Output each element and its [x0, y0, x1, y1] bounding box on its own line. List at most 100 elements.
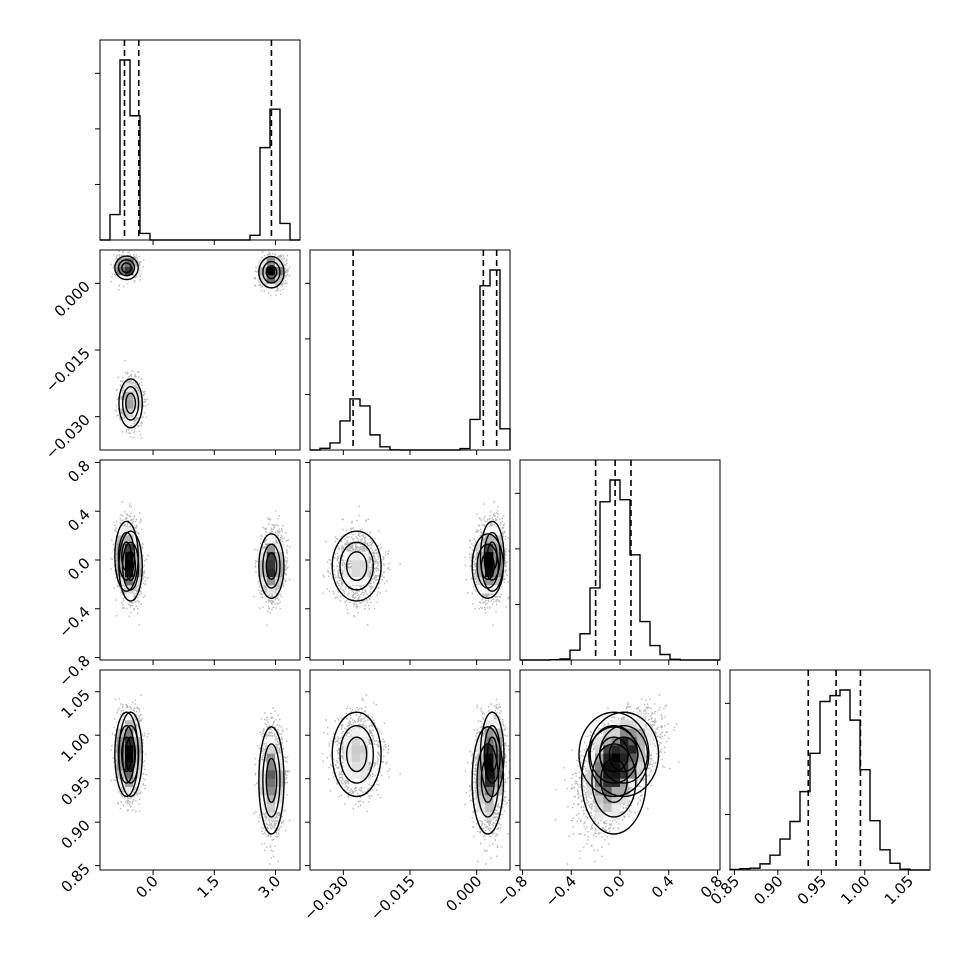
panel-2-1-density-cell — [351, 551, 361, 561]
panel-3-2-density-cell — [636, 761, 646, 771]
panel-3-0-density-cell — [258, 761, 267, 771]
panel-3-2-density-cell — [645, 728, 654, 737]
panel-2-0-density-cell — [266, 585, 276, 594]
panel-3-1-density-cell — [485, 753, 494, 762]
panel-3-0-density-cell — [125, 770, 134, 779]
y-tick-label-1-1: −0.015 — [42, 344, 94, 396]
x-tick-label-2-3: 0.4 — [648, 872, 678, 902]
panel-3-2-density-cell — [636, 736, 646, 746]
panel-1-0-density-cell — [133, 400, 142, 409]
x-tick-label-3-4: 1.05 — [881, 872, 917, 908]
panel-3-2-density-cell — [645, 736, 654, 746]
panel-1-0-density-cell — [125, 416, 134, 426]
panel-2-0-contour-1-2 — [125, 551, 137, 582]
panel-3-2-density-cell — [611, 770, 621, 779]
panel-2-1-density-cell — [343, 576, 352, 586]
panel-2-0-contour-1-0 — [118, 530, 143, 602]
panel-3-2-density-cell — [636, 728, 646, 737]
x-tick-label-0-0: 0.0 — [132, 872, 162, 902]
panel-3-3-background — [730, 670, 930, 870]
panel-3-0-density-cell — [266, 778, 276, 787]
panel-1-0-density-cell — [125, 266, 134, 276]
panel-frames — [95, 39, 931, 875]
panel-2-0-density-cell — [275, 543, 284, 552]
panel-3-2-density-cell — [636, 720, 646, 729]
panel-3-1-density-cell — [476, 795, 486, 804]
panel-3-2-density-cell — [586, 761, 596, 771]
panel-3-2-density-cell — [611, 736, 621, 746]
panel-3-2-density-cell — [586, 778, 596, 787]
panel-2-1-density-cell — [485, 526, 494, 536]
panel-3-0-density-cell — [266, 745, 276, 754]
panel-3-2-density-cell — [628, 720, 637, 729]
panel-3-0-density-cell — [266, 753, 276, 762]
y-tick-label-2-0: −0.8 — [55, 652, 93, 690]
panel-3-1-density-cell — [343, 753, 352, 762]
panel-2-1-density-cell — [476, 568, 486, 577]
panel-3-1-density-cell — [476, 811, 486, 821]
panel-3-2-density-cell — [595, 795, 604, 804]
panel-3-1-density-cell — [351, 745, 361, 754]
panel-2-1-density-cell — [485, 560, 494, 569]
panel-3-2-density-cell — [611, 795, 621, 804]
panel-3-2-density-cell — [595, 778, 604, 787]
panel-3-3-histogram — [729, 689, 930, 871]
panel-3-2-density-cell — [595, 745, 604, 754]
panel-2-1-density-cell — [493, 543, 502, 552]
panel-3-0-density-cell — [266, 795, 276, 804]
panel-3-2-density-cell — [620, 753, 629, 762]
panel-3-1-density-cell — [360, 736, 369, 746]
panel-2-0-density-cell — [125, 576, 134, 586]
panel-1-0-density-cell — [125, 400, 134, 409]
panel-1-0-contour-0-2 — [121, 262, 133, 274]
panel-3-0-contour-2-0 — [258, 726, 285, 835]
panel-3-1-density-cell — [343, 761, 352, 771]
panel-2-0-density-cell — [116, 560, 126, 569]
panel-3-2-density-cell — [628, 770, 637, 779]
panel-1-0-contour-0-0 — [114, 255, 139, 281]
panel-3-2-density-cell — [636, 745, 646, 754]
panel-1-0-density-cell — [116, 266, 126, 276]
panel-2-0-density-cell — [125, 543, 134, 552]
panel-3-2-density-cell — [603, 761, 612, 771]
panel-3-0-density-cell — [133, 778, 142, 787]
panel-2-1-density-cell — [485, 535, 494, 544]
panel-2-1-density-cell — [485, 585, 494, 594]
panel-3-1-density-cell — [485, 728, 494, 737]
y-tick-label-2-2: 0.0 — [64, 554, 94, 584]
panel-3-0-contour-1-0 — [118, 711, 143, 798]
panel-2-1-density-cell — [485, 576, 494, 586]
panel-3-2-density-cell — [620, 728, 629, 737]
panel-2-0-density-cell — [275, 576, 284, 586]
panel-3-1-contour-1-0 — [331, 711, 382, 798]
panel-3-2-density-cell — [611, 720, 621, 729]
panel-3-0-density-cell — [116, 778, 126, 787]
panel-3-2-density-cell — [628, 778, 637, 787]
panel-3-2-density-cell — [620, 786, 629, 796]
x-tick-label-3-3: 1.00 — [837, 872, 873, 908]
y-tick-label-3-3: 1.00 — [57, 729, 93, 765]
panel-3-1-density-cell — [493, 795, 502, 804]
panel-1-0-contour-0-1 — [117, 259, 136, 277]
x-tick-label-3-1: 0.90 — [750, 872, 786, 908]
panel-3-2-density-cell — [645, 745, 654, 754]
panel-3-0-contour-1-2 — [125, 736, 137, 773]
panel-3-0-density-cell — [266, 803, 276, 812]
panel-3-1-density-cell — [493, 778, 502, 787]
panel-3-1-density-cell — [360, 753, 369, 762]
panel-2-0-density-cell — [116, 526, 126, 536]
panel-3-0-density-cell — [275, 803, 284, 812]
panel-0-0-background — [100, 40, 300, 240]
panel-3-2-density-cell — [620, 795, 629, 804]
panel-1-0-contour-1-2 — [125, 392, 137, 415]
panel-2-1-contour-2-2 — [480, 552, 495, 580]
panel-3-0-density-cell — [125, 720, 134, 729]
panel-3-0-density-cell — [266, 770, 276, 779]
x-tick-label-1-2: 0.000 — [442, 872, 485, 915]
panel-3-1-density-cell — [351, 770, 361, 779]
panel-3-2-density-cell — [595, 811, 604, 821]
y-tick-label-2-3: 0.4 — [64, 505, 94, 535]
panel-3-0-contour-0-2 — [121, 736, 133, 773]
panel-3-2-density-cell — [611, 811, 621, 821]
panel-2-1-density-cell — [476, 576, 486, 586]
